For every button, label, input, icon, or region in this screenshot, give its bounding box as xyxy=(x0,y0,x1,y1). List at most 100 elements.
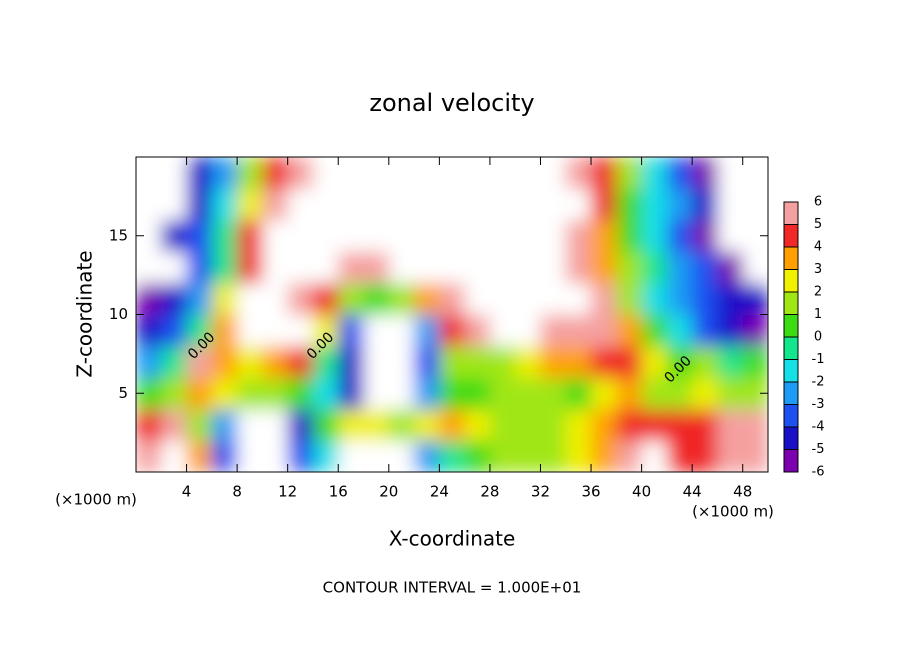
field-cell xyxy=(186,157,213,189)
field-cell xyxy=(211,409,238,441)
field-cell xyxy=(363,251,390,284)
x-tick-label: 4 xyxy=(182,483,192,501)
field-cell xyxy=(414,377,440,410)
colorbar-swatch xyxy=(784,202,798,225)
field-cell xyxy=(641,440,668,472)
field-cell xyxy=(717,409,744,441)
field-cell xyxy=(515,377,541,410)
field-cell xyxy=(211,188,238,221)
field-cell xyxy=(414,440,440,472)
field-cell xyxy=(439,377,466,410)
field-cell xyxy=(186,220,213,252)
field-cell xyxy=(666,409,693,441)
field-cell xyxy=(591,283,617,315)
field-cell xyxy=(717,440,744,472)
field-cell xyxy=(136,283,162,315)
field-cell xyxy=(287,440,314,472)
field-cell xyxy=(591,251,617,284)
field-cell xyxy=(312,283,339,315)
x-unit-label: (×1000 m) xyxy=(692,503,774,521)
field-cell xyxy=(338,314,365,347)
field xyxy=(136,157,768,472)
field-cell xyxy=(616,251,643,284)
field-cell xyxy=(414,283,440,315)
field-cell xyxy=(717,188,744,221)
field-cell xyxy=(692,346,718,378)
field-cell xyxy=(616,314,643,347)
field-cell xyxy=(161,314,188,347)
field-cell xyxy=(666,346,693,378)
field-cell xyxy=(237,314,263,347)
field-cell xyxy=(591,440,617,472)
field-cell xyxy=(515,346,541,378)
field-cell xyxy=(464,314,491,347)
field-cell xyxy=(515,188,541,221)
field-cell xyxy=(211,157,238,189)
field-cell xyxy=(439,251,466,284)
field-cell xyxy=(742,188,768,221)
field-cell xyxy=(591,346,617,378)
field-cell xyxy=(414,220,440,252)
field-cell xyxy=(540,220,567,252)
field-cell xyxy=(211,440,238,472)
field-cell xyxy=(717,377,744,410)
field-cell xyxy=(464,251,491,284)
field-cell xyxy=(338,220,365,252)
field-cell xyxy=(666,377,693,410)
field-cell xyxy=(616,283,643,315)
field-cell xyxy=(262,220,289,252)
field-cell xyxy=(161,251,188,284)
field-cell xyxy=(489,188,516,221)
field-cell xyxy=(666,283,693,315)
colorbar-label: -2 xyxy=(812,375,825,390)
field-cell xyxy=(540,251,567,284)
field-cell xyxy=(186,188,213,221)
field-cell xyxy=(186,314,213,347)
colorbar-label: 1 xyxy=(814,307,822,322)
field-cell xyxy=(338,440,365,472)
field-cell xyxy=(211,377,238,410)
field-cell xyxy=(312,377,339,410)
field-cell xyxy=(540,440,567,472)
field-cell xyxy=(616,220,643,252)
field-cell xyxy=(338,251,365,284)
field-cell xyxy=(237,377,263,410)
field-cell xyxy=(388,283,415,315)
field-cell xyxy=(565,188,592,221)
field-cell xyxy=(489,440,516,472)
field-cell xyxy=(237,440,263,472)
field-cell xyxy=(565,314,592,347)
field-cell xyxy=(692,314,718,347)
field-cell xyxy=(136,157,162,189)
field-cell xyxy=(262,440,289,472)
field-cell xyxy=(591,409,617,441)
field-cell xyxy=(717,157,744,189)
field-cell xyxy=(338,283,365,315)
colorbar-label: 0 xyxy=(814,330,822,345)
field-cell xyxy=(565,346,592,378)
colorbar-label: -5 xyxy=(812,442,825,457)
field-cell xyxy=(414,157,440,189)
field-cell xyxy=(136,409,162,441)
colorbar-swatch xyxy=(784,224,798,247)
x-tick-label: 40 xyxy=(632,483,651,501)
field-cell xyxy=(464,157,491,189)
field-cell xyxy=(489,314,516,347)
field-cell xyxy=(136,440,162,472)
x-tick-label: 36 xyxy=(581,483,600,501)
field-cell xyxy=(161,377,188,410)
field-cell xyxy=(363,440,390,472)
field-cell xyxy=(666,440,693,472)
field-cell xyxy=(540,409,567,441)
field-cell xyxy=(161,409,188,441)
field-cell xyxy=(161,157,188,189)
colorbar-label: 6 xyxy=(814,195,822,210)
x-tick-label: 12 xyxy=(278,483,297,501)
field-cell xyxy=(489,283,516,315)
field-cell xyxy=(692,220,718,252)
field-cell xyxy=(338,377,365,410)
field-cell xyxy=(237,346,263,378)
field-cell xyxy=(591,188,617,221)
field-cell xyxy=(312,314,339,347)
field-cell xyxy=(692,283,718,315)
